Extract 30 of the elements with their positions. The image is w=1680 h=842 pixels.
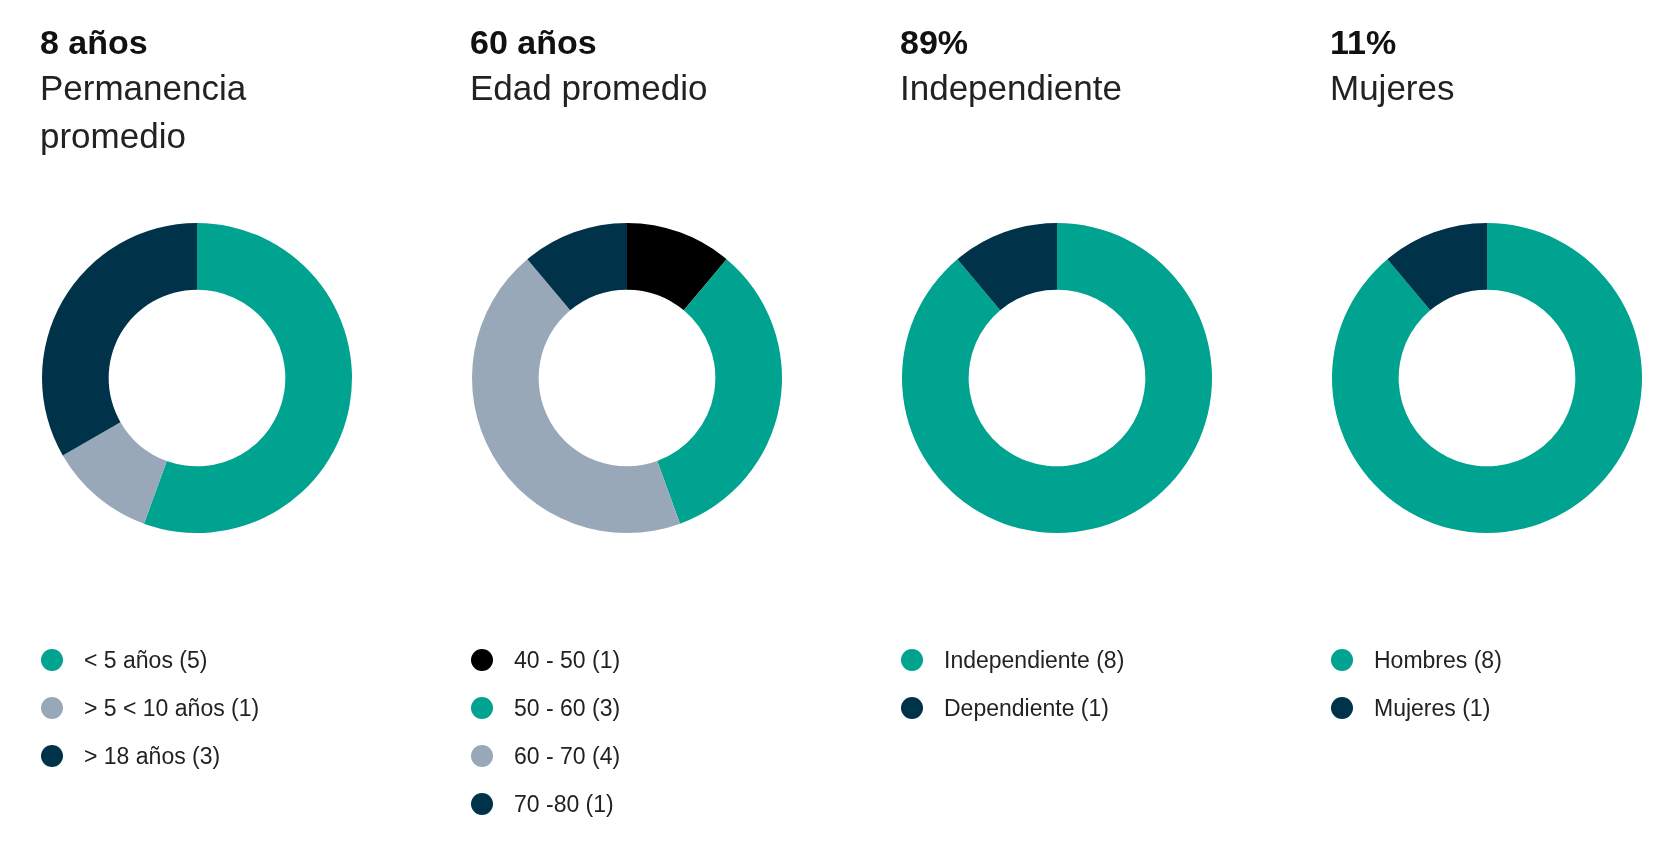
donut-slice	[42, 223, 197, 456]
chart-title: 89%	[900, 23, 969, 61]
chart-subtitle: Permanencia promedio	[40, 68, 247, 155]
legend-label: 50 - 60 (3)	[514, 695, 621, 721]
donut-slice	[527, 223, 627, 311]
donut-slice	[1387, 223, 1487, 311]
legend-label: Mujeres (1)	[1374, 695, 1491, 721]
legend-label: 60 - 70 (4)	[514, 743, 621, 769]
donut-slice	[957, 223, 1057, 311]
donut-slice	[902, 223, 1212, 533]
legend-label: > 5 < 10 años (1)	[84, 695, 260, 721]
legend-label: Hombres (8)	[1374, 647, 1502, 673]
donut-slice	[627, 223, 727, 311]
chart-subtitle: Edad promedio	[470, 68, 708, 107]
legend-label: Dependiente (1)	[944, 695, 1109, 721]
chart-subtitle: Independiente	[900, 68, 1122, 107]
chart-subtitle: Mujeres	[1330, 68, 1455, 107]
donut-slice	[472, 259, 681, 533]
legend-label: 40 - 50 (1)	[514, 647, 621, 673]
donut-slice	[1332, 223, 1642, 533]
chart-title: 8 años	[40, 23, 148, 61]
chart-title: 11%	[1330, 23, 1397, 61]
legend-label: Independiente (8)	[944, 647, 1125, 673]
legend-label: < 5 años (5)	[84, 647, 208, 673]
legend-label: > 18 años (3)	[84, 743, 221, 769]
donut-slice	[657, 259, 782, 524]
chart-title: 60 años	[470, 23, 597, 61]
donut-slice	[143, 223, 352, 533]
donut-slice	[62, 422, 167, 524]
legend-label: 70 -80 (1)	[514, 791, 614, 817]
